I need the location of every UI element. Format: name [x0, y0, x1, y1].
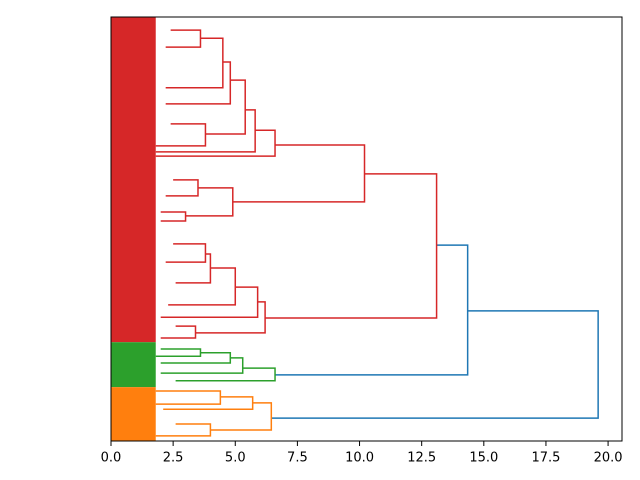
dendrogram-link [185, 187, 234, 217]
dendrogram-link [155, 390, 222, 405]
dendrogram-link [175, 253, 212, 284]
x-tick-label: 5.0 [225, 451, 246, 466]
x-tick-label: 17.5 [531, 451, 560, 466]
dendrogram-link [160, 286, 259, 318]
dendrogram-link [160, 211, 187, 222]
dendrogram-link [155, 109, 256, 153]
dendrogram-link [165, 37, 224, 89]
x-tick-label: 12.5 [407, 451, 436, 466]
dendrogram-link [275, 244, 469, 376]
dendrogram-link [210, 402, 273, 431]
dendrogram-link [165, 179, 199, 197]
dendrogram-link [175, 367, 276, 382]
dendrogram-link [265, 173, 438, 319]
dendrogram-link [155, 123, 207, 147]
plot-area [111, 17, 599, 441]
axes-frame [110, 16, 623, 442]
dendrogram-link [163, 396, 254, 410]
dendrogram-link [155, 423, 212, 437]
dendrogram-link [165, 243, 207, 263]
dendrogram-link [160, 325, 197, 339]
dendrogram-link [155, 348, 202, 357]
dendrogram-link [165, 29, 202, 48]
dendrogram-link [155, 129, 276, 157]
dendrogram-link [232, 144, 366, 203]
dendrogram-link [160, 357, 244, 374]
dendrogram-link [168, 267, 237, 306]
x-tick-label: 2.5 [163, 451, 184, 466]
dendrogram-link [195, 301, 266, 334]
x-tick-label: 0.0 [101, 451, 122, 466]
leaf-block [111, 17, 156, 343]
x-tick-label: 10.0 [345, 451, 374, 466]
x-tick-label: 20.0 [594, 451, 623, 466]
x-tick-label: 15.0 [469, 451, 498, 466]
dendrogram-link [205, 79, 246, 135]
dendrogram-link [271, 310, 599, 419]
leaf-block [111, 387, 156, 441]
x-tick-label: 7.5 [287, 451, 308, 466]
dendrogram-link [160, 352, 232, 364]
dendrogram-link [165, 61, 232, 105]
leaf-block [111, 342, 156, 388]
